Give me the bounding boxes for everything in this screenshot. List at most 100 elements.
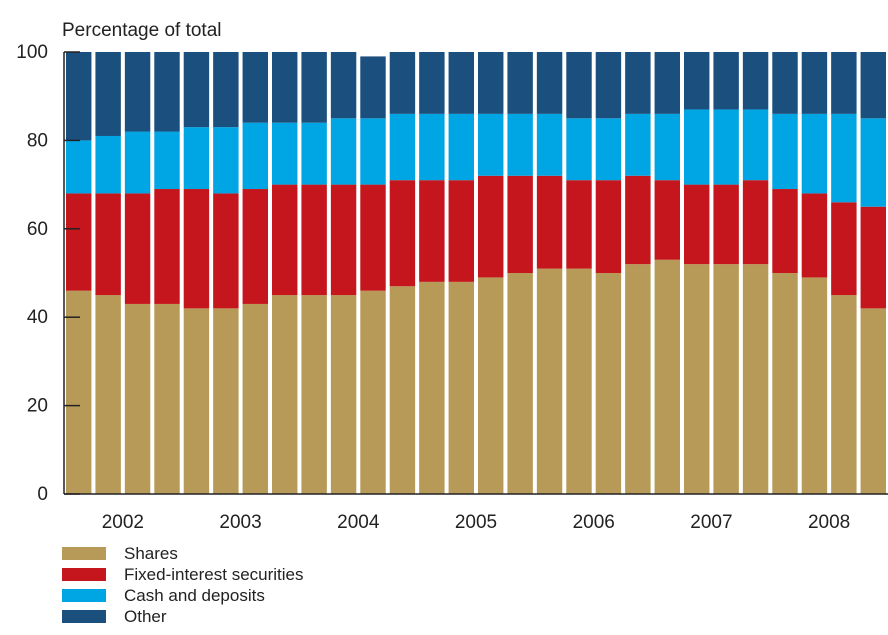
bar-segment-fixed-interest-securities-28	[860, 206, 886, 309]
bar-segment-other-9	[301, 52, 327, 123]
bar-segment-other-21	[654, 52, 680, 114]
bar-segment-shares-22	[684, 264, 710, 494]
bar-segment-other-8	[272, 52, 298, 123]
y-tick-label-20: 20	[27, 396, 48, 417]
bar-segment-cash-and-deposits-18	[566, 118, 592, 181]
bar-segment-other-18	[566, 52, 592, 119]
bar-segment-shares-27	[831, 295, 857, 494]
bar-segment-other-15	[478, 52, 504, 114]
y-tick-label-40: 40	[27, 307, 48, 328]
bar-segment-other-4	[154, 52, 180, 132]
legend-swatch-fixed-interest	[62, 568, 106, 581]
y-tick-label-100: 100	[16, 42, 48, 63]
bar-segment-other-10	[330, 52, 357, 119]
legend-label-cash-deposits: Cash and deposits	[124, 586, 265, 605]
x-tick-label-2007: 2007	[690, 512, 732, 533]
legend-item-cash-deposits: Cash and deposits	[62, 585, 304, 606]
x-tick-label-2008: 2008	[808, 512, 850, 533]
x-tick-label-2006: 2006	[573, 512, 615, 533]
bar-segment-cash-and-deposits-22	[684, 109, 710, 185]
legend-item-other: Other	[62, 606, 304, 627]
bar-segment-shares-2	[95, 295, 121, 494]
bar-segment-fixed-interest-securities-4	[154, 189, 180, 304]
bar-segment-other-14	[448, 52, 474, 114]
bar-segment-cash-and-deposits-24	[742, 109, 769, 181]
bar-segment-shares-12	[389, 286, 416, 494]
bar-segment-other-25	[772, 52, 798, 114]
bar-segment-cash-and-deposits-26	[801, 113, 828, 194]
bar-segment-cash-and-deposits-23	[713, 109, 739, 185]
bar-segment-fixed-interest-securities-18	[566, 180, 592, 269]
bar-segment-shares-13	[419, 281, 445, 494]
bar-segment-other-19	[595, 52, 622, 119]
bar-segment-fixed-interest-securities-24	[742, 180, 769, 265]
bar-segment-fixed-interest-securities-16	[507, 175, 533, 273]
bar-segment-cash-and-deposits-7	[242, 122, 268, 190]
bar-segment-fixed-interest-securities-14	[448, 180, 474, 282]
bar-segment-shares-28	[860, 308, 886, 494]
bar-segment-fixed-interest-securities-19	[595, 180, 622, 273]
bar-segment-cash-and-deposits-21	[654, 113, 680, 181]
bar-segment-other-13	[419, 52, 445, 114]
bar-segment-cash-and-deposits-19	[595, 118, 622, 181]
bar-segment-cash-and-deposits-2	[95, 135, 121, 194]
bar-segment-other-24	[742, 52, 769, 110]
bar-segment-shares-7	[242, 303, 268, 494]
legend-item-shares: Shares	[62, 543, 304, 564]
bar-segment-cash-and-deposits-20	[625, 113, 651, 176]
bar-segment-other-22	[684, 52, 710, 110]
bar-segment-cash-and-deposits-8	[272, 122, 298, 185]
bar-segment-shares-19	[595, 273, 622, 494]
bar-segment-shares-25	[772, 273, 798, 494]
bar-segment-cash-and-deposits-13	[419, 113, 445, 181]
bar-segment-fixed-interest-securities-17	[536, 175, 563, 269]
bar-segment-fixed-interest-securities-3	[124, 193, 151, 304]
bar-segment-shares-3	[124, 303, 151, 494]
bar-segment-other-7	[242, 52, 268, 123]
bar-segment-fixed-interest-securities-22	[684, 184, 710, 265]
bar-segment-shares-6	[213, 308, 239, 494]
bar-segment-cash-and-deposits-6	[213, 127, 239, 194]
x-tick-label-2002: 2002	[102, 512, 144, 533]
bar-segment-shares-16	[507, 273, 533, 494]
bar-segment-fixed-interest-securities-12	[389, 180, 416, 287]
legend-label-shares: Shares	[124, 544, 178, 563]
bar-segment-other-28	[860, 52, 886, 119]
bar-segment-cash-and-deposits-10	[330, 118, 357, 185]
bar-segment-other-26	[801, 52, 828, 114]
bar-segment-cash-and-deposits-5	[183, 127, 210, 190]
bar-segment-other-5	[183, 52, 210, 128]
bar-segment-cash-and-deposits-14	[448, 113, 474, 181]
y-tick-label-0: 0	[37, 484, 48, 505]
bar-segment-shares-11	[360, 290, 386, 494]
legend-swatch-cash-deposits	[62, 589, 106, 602]
legend-swatch-shares	[62, 547, 106, 560]
bar-segment-cash-and-deposits-17	[536, 113, 563, 176]
bar-segment-fixed-interest-securities-9	[301, 184, 327, 296]
bar-segment-shares-1	[66, 290, 92, 494]
bar-segment-fixed-interest-securities-10	[330, 184, 357, 296]
bar-segment-cash-and-deposits-16	[507, 113, 533, 176]
legend-label-other: Other	[124, 607, 167, 626]
bar-segment-fixed-interest-securities-23	[713, 184, 739, 265]
bar-segment-shares-23	[713, 264, 739, 494]
bar-segment-fixed-interest-securities-6	[213, 193, 239, 309]
bar-segment-cash-and-deposits-9	[301, 122, 327, 185]
bar-segment-shares-5	[183, 308, 210, 494]
bar-segment-shares-20	[625, 264, 651, 494]
bar-segment-fixed-interest-securities-26	[801, 193, 828, 278]
bar-segment-fixed-interest-securities-27	[831, 202, 857, 296]
y-tick-label-80: 80	[27, 130, 48, 151]
bar-segment-cash-and-deposits-25	[772, 113, 798, 190]
bar-segment-shares-14	[448, 281, 474, 494]
bar-segment-cash-and-deposits-12	[389, 113, 416, 181]
bar-segment-shares-10	[330, 295, 357, 494]
bar-segment-cash-and-deposits-3	[124, 131, 151, 194]
x-tick-label-2003: 2003	[219, 512, 261, 533]
bar-segment-fixed-interest-securities-5	[183, 189, 210, 309]
bar-segment-fixed-interest-securities-1	[66, 193, 92, 291]
bar-segment-shares-24	[742, 264, 769, 494]
bars-group	[66, 52, 886, 494]
bar-segment-fixed-interest-securities-8	[272, 184, 298, 296]
